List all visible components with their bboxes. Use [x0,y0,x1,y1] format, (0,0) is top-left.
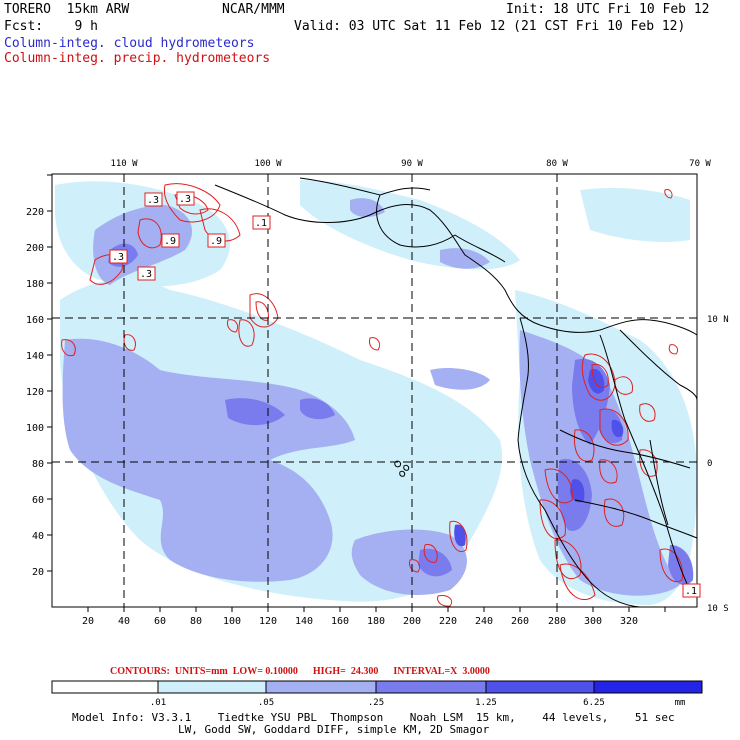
field-cloud-label: Column-integ. cloud hydrometeors [4,36,255,51]
colorbar-label: .25 [368,698,384,708]
y-tick-label: 100 [26,423,44,434]
contour-value: .3 [147,195,159,206]
contour-value-box: .3 [109,249,128,264]
init-time: Init: 18 UTC Fri 10 Feb 12 [506,2,710,17]
shaded-field [55,180,697,605]
x-tick-label: 140 [295,616,313,627]
axis-ticks [47,174,666,612]
colorbar-segment [485,680,595,694]
contour-value: .3 [112,252,124,263]
contour-value-box: .3 [176,191,195,206]
x-tick-label: 180 [367,616,385,627]
latitude-labels: 10 N 0 10 S [707,315,729,614]
x-tick-label: 80 [190,616,202,627]
x-tick-labels: 20 40 60 80 100 120 140 160 180 200 220 … [82,616,638,627]
contour-value: .3 [179,194,191,205]
lon-label: 110 W [110,159,138,169]
contour-value: .9 [164,236,176,247]
y-tick-label: 220 [26,207,44,218]
y-tick-label: 140 [26,351,44,362]
colorbar-segment [51,680,159,694]
contour-value-labels: .3 .3 .1 .9 .9 .3 .3 .1 [109,191,701,598]
colorbar-segment [157,680,267,694]
x-tick-label: 200 [403,616,421,627]
y-tick-label: 60 [32,495,44,506]
footer-model-info: Model Info: V3.3.1 Tiedtke YSU PBL Thomp… [72,711,675,724]
longitude-labels: 110 W 100 W 90 W 80 W 70 W [110,159,711,169]
x-tick-label: 260 [511,616,529,627]
colorbar-segment [593,680,703,694]
x-tick-label: 220 [439,616,457,627]
colorbar-units: mm [675,698,686,708]
organization: NCAR/MMM [222,2,285,17]
colorbar: .01 .05 .25 1.25 6.25 mm [51,680,703,708]
x-tick-label: 120 [259,616,277,627]
y-tick-label: 160 [26,315,44,326]
lat-label: 10 N [707,315,729,325]
y-tick-label: 180 [26,279,44,290]
colorbar-label: .01 [150,698,166,708]
contour-value: .1 [255,218,267,229]
contour-value-box: .1 [682,583,701,598]
contour-value-box: .3 [137,266,156,281]
x-tick-label: 60 [154,616,166,627]
y-tick-label: 80 [32,459,44,470]
forecast-hour: Fcst: 9 h [4,19,98,34]
lon-label: 100 W [254,159,282,169]
colorbar-label: 1.25 [475,698,497,708]
contour-info: CONTOURS: UNITS=mm LOW= 0.10000 HIGH= 24… [110,666,490,677]
x-tick-label: 280 [548,616,566,627]
lat-lon-grid [52,174,697,607]
valid-time: Valid: 03 UTC Sat 11 Feb 12 (21 CST Fri … [294,19,686,34]
footer-physics-info: LW, Godd SW, Goddard DIFF, simple KM, 2D… [72,723,490,736]
colorbar-label: .05 [258,698,274,708]
lat-label: 10 S [707,604,729,614]
contour-value-box: .1 [252,215,271,230]
colorbar-segment [375,680,487,694]
y-tick-label: 120 [26,387,44,398]
model-name: TORERO 15km ARW [4,2,130,17]
lat-label: 0 [707,459,712,469]
contour-value: .3 [140,269,152,280]
y-tick-label: 20 [32,567,44,578]
contour-value: .9 [210,236,222,247]
contour-value: .1 [685,586,697,597]
x-tick-label: 320 [620,616,638,627]
contour-value-box: .3 [144,192,163,207]
x-tick-label: 40 [118,616,130,627]
x-tick-label: 160 [331,616,349,627]
precip-contours [61,183,683,607]
x-tick-label: 300 [584,616,602,627]
y-tick-label: 200 [26,243,44,254]
x-tick-label: 240 [475,616,493,627]
colorbar-segment [265,680,377,694]
lon-label: 90 W [401,159,423,169]
x-tick-label: 20 [82,616,94,627]
field-precip-label: Column-integ. precip. hydrometeors [4,51,271,66]
lon-label: 80 W [546,159,568,169]
y-tick-labels: 20 40 60 80 100 120 140 160 180 200 220 [26,207,44,578]
contour-value-box: .9 [207,233,226,248]
contour-value-box: .9 [161,233,180,248]
colorbar-label: 6.25 [583,698,605,708]
x-tick-label: 100 [223,616,241,627]
y-tick-label: 40 [32,531,44,542]
lon-label: 70 W [689,159,711,169]
